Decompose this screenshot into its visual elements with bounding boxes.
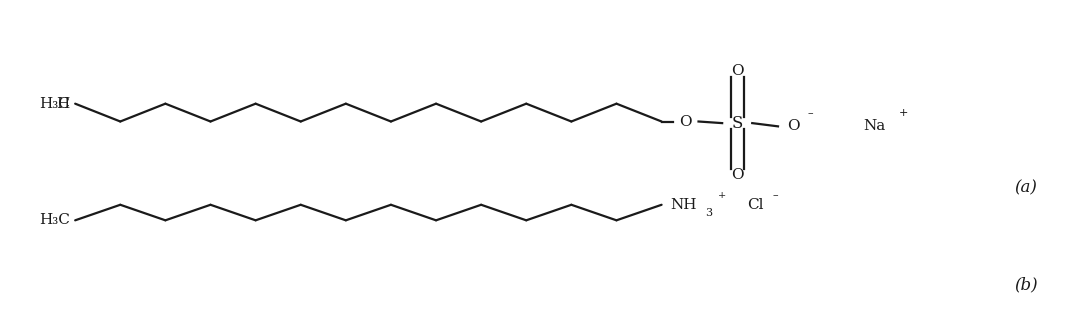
Text: +: + xyxy=(717,191,726,200)
Text: O: O xyxy=(731,64,743,78)
Text: Cl: Cl xyxy=(748,198,764,212)
Text: O: O xyxy=(731,168,743,182)
Text: O: O xyxy=(787,119,799,133)
Text: H₃C: H₃C xyxy=(39,97,70,111)
Text: S: S xyxy=(731,115,743,132)
Text: –: – xyxy=(772,190,779,200)
Text: Na: Na xyxy=(862,119,885,133)
Text: 3: 3 xyxy=(706,208,712,218)
Text: O: O xyxy=(680,114,692,129)
Text: NH: NH xyxy=(670,198,697,212)
Text: (b): (b) xyxy=(1014,277,1037,294)
Text: (a): (a) xyxy=(1014,179,1037,196)
Text: –: – xyxy=(808,109,813,118)
Text: +: + xyxy=(899,109,909,118)
Text: H: H xyxy=(57,97,70,111)
Text: H₃C: H₃C xyxy=(39,213,70,227)
